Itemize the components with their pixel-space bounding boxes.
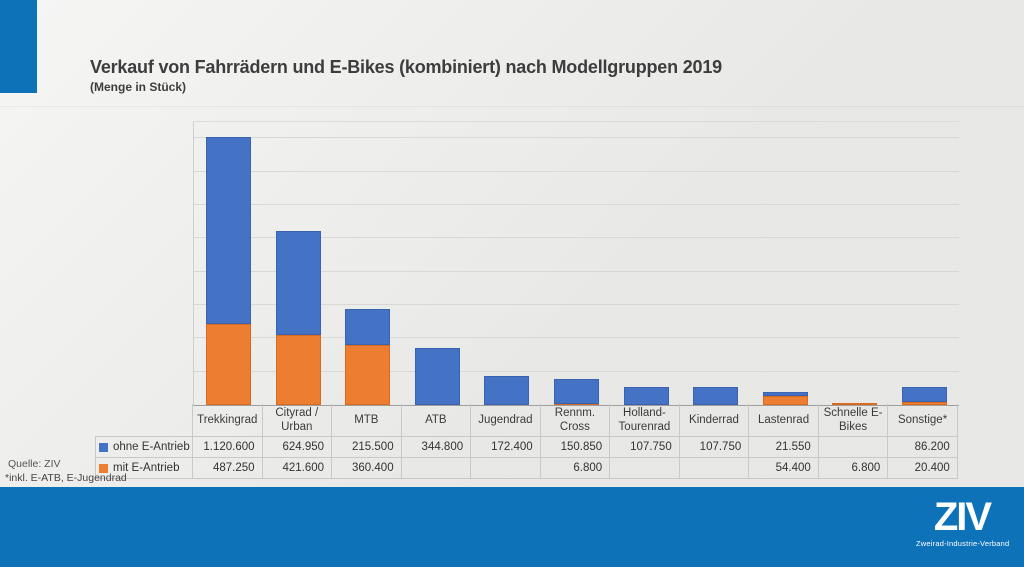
- category-header-kinderrad: Kinderrad: [679, 404, 750, 437]
- bar-cityrad-urban-mit-e-antrieb: [275, 334, 321, 405]
- gridline: [194, 137, 959, 139]
- value-mit-e-antrieb-jugendrad: [471, 458, 541, 479]
- value-mit-e-antrieb-atb: [401, 458, 472, 479]
- value-ohne-e-antrieb-cityrad-urban: 624.950: [262, 437, 333, 458]
- category-header-rennm-cross: Rennm. Cross: [540, 404, 611, 437]
- legend-ohne-e-antrieb: ohne E-Antrieb: [95, 437, 193, 458]
- legend-swatch-ohne-e-antrieb: [99, 442, 108, 452]
- value-ohne-e-antrieb-trekkingrad: 1.120.600: [193, 437, 263, 458]
- category-header-jugendrad: Jugendrad: [471, 404, 541, 437]
- bar-lastenrad-ohne-e-antrieb: [762, 392, 808, 396]
- legend-label-mit-e-antrieb: mit E-Antrieb: [113, 462, 180, 474]
- value-ohne-e-antrieb-lastenrad: 21.550: [749, 437, 819, 458]
- value-ohne-e-antrieb-atb: 344.800: [401, 437, 472, 458]
- paper-crease-line: [0, 106, 1024, 107]
- value-ohne-e-antrieb-jugendrad: 172.400: [471, 437, 541, 458]
- bar-kinderrad-ohne-e-antrieb: [693, 387, 739, 405]
- bar-schnelle-e-bikes-mit-e-antrieb: [832, 403, 878, 405]
- gridline: [194, 370, 959, 372]
- bar-cityrad-urban-ohne-e-antrieb: [275, 230, 321, 335]
- bar-trekkingrad-mit-e-antrieb: [206, 323, 252, 405]
- value-mit-e-antrieb-kinderrad: [679, 458, 750, 479]
- table-corner-cell: [95, 404, 193, 437]
- value-mit-e-antrieb-rennm-cross: 6.800: [540, 458, 611, 479]
- value-ohne-e-antrieb-schnelle-e-bikes: [818, 437, 889, 458]
- value-mit-e-antrieb-lastenrad: 54.400: [749, 458, 819, 479]
- bar-jugendrad-ohne-e-antrieb: [484, 376, 530, 405]
- value-mit-e-antrieb-mtb: 360.400: [332, 458, 402, 479]
- chart-subtitle: (Menge in Stück): [90, 80, 187, 94]
- ziv-logo-tagline: Zweirad-Industrie-Verband: [916, 539, 1010, 548]
- gridline: [194, 170, 959, 172]
- source-note: Quelle: ZIV: [8, 458, 61, 470]
- gridline: [194, 237, 959, 239]
- bar-rennm-cross-ohne-e-antrieb: [554, 378, 599, 404]
- bar-mtb-mit-e-antrieb: [345, 344, 391, 405]
- bar-holland-tourenrad-ohne-e-antrieb: [623, 387, 669, 405]
- category-header-atb: ATB: [401, 404, 472, 437]
- value-ohne-e-antrieb-sonstige: 86.200: [888, 437, 958, 458]
- bar-sonstige-ohne-e-antrieb: [901, 387, 947, 402]
- legend-swatch-mit-e-antrieb: [99, 463, 108, 473]
- gridline: [194, 304, 959, 305]
- value-ohne-e-antrieb-rennm-cross: 150.850: [540, 437, 611, 458]
- category-header-trekkingrad: Trekkingrad: [193, 404, 263, 437]
- bar-sonstige-mit-e-antrieb: [901, 401, 947, 405]
- gridline: [194, 337, 959, 339]
- legend-mit-e-antrieb: mit E-Antrieb: [95, 458, 193, 479]
- bar-trekkingrad-ohne-e-antrieb: [206, 137, 252, 324]
- value-mit-e-antrieb-sonstige: 20.400: [888, 458, 958, 479]
- value-mit-e-antrieb-schnelle-e-bikes: 6.800: [818, 458, 889, 479]
- data-table: Trekkingrad Cityrad / Urban MTB ATB Jugendra…: [95, 404, 958, 479]
- value-ohne-e-antrieb-holland-tourenrad: 107.750: [610, 437, 680, 458]
- legend-label-ohne-e-antrieb: ohne E-Antrieb: [113, 441, 190, 453]
- plot-area: [193, 121, 959, 406]
- ziv-logo: ZIV Zweirad-Industrie-Verband: [916, 495, 1010, 548]
- value-mit-e-antrieb-holland-tourenrad: [610, 458, 680, 479]
- category-header-cityrad-urban: Cityrad / Urban: [262, 404, 333, 437]
- corner-accent-bar: [0, 0, 37, 93]
- footer-bar: [0, 487, 1024, 567]
- category-header-lastenrad: Lastenrad: [749, 404, 819, 437]
- category-header-mtb: MTB: [332, 404, 402, 437]
- value-mit-e-antrieb-trekkingrad: 487.250: [193, 458, 263, 479]
- category-header-sonstige: Sonstige*: [888, 404, 958, 437]
- bar-lastenrad-mit-e-antrieb: [762, 395, 808, 405]
- value-mit-e-antrieb-cityrad-urban: 421.600: [262, 458, 333, 479]
- category-header-holland-tourenrad: Holland-Tourenrad: [610, 404, 680, 437]
- chart-title: Verkauf von Fahrrädern und E-Bikes (komb…: [90, 57, 722, 77]
- bar-mtb-ohne-e-antrieb: [345, 309, 391, 345]
- ziv-logo-text: ZIV: [933, 495, 992, 539]
- gridline: [194, 204, 959, 205]
- value-ohne-e-antrieb-kinderrad: 107.750: [679, 437, 750, 458]
- category-header-schnelle-e-bikes: Schnelle E-Bikes: [818, 404, 889, 437]
- footnote: *inkl. E-ATB, E-Jugendrad: [5, 472, 127, 484]
- value-ohne-e-antrieb-mtb: 215.500: [332, 437, 402, 458]
- bar-atb-ohne-e-antrieb: [414, 347, 460, 405]
- gridline: [194, 270, 959, 272]
